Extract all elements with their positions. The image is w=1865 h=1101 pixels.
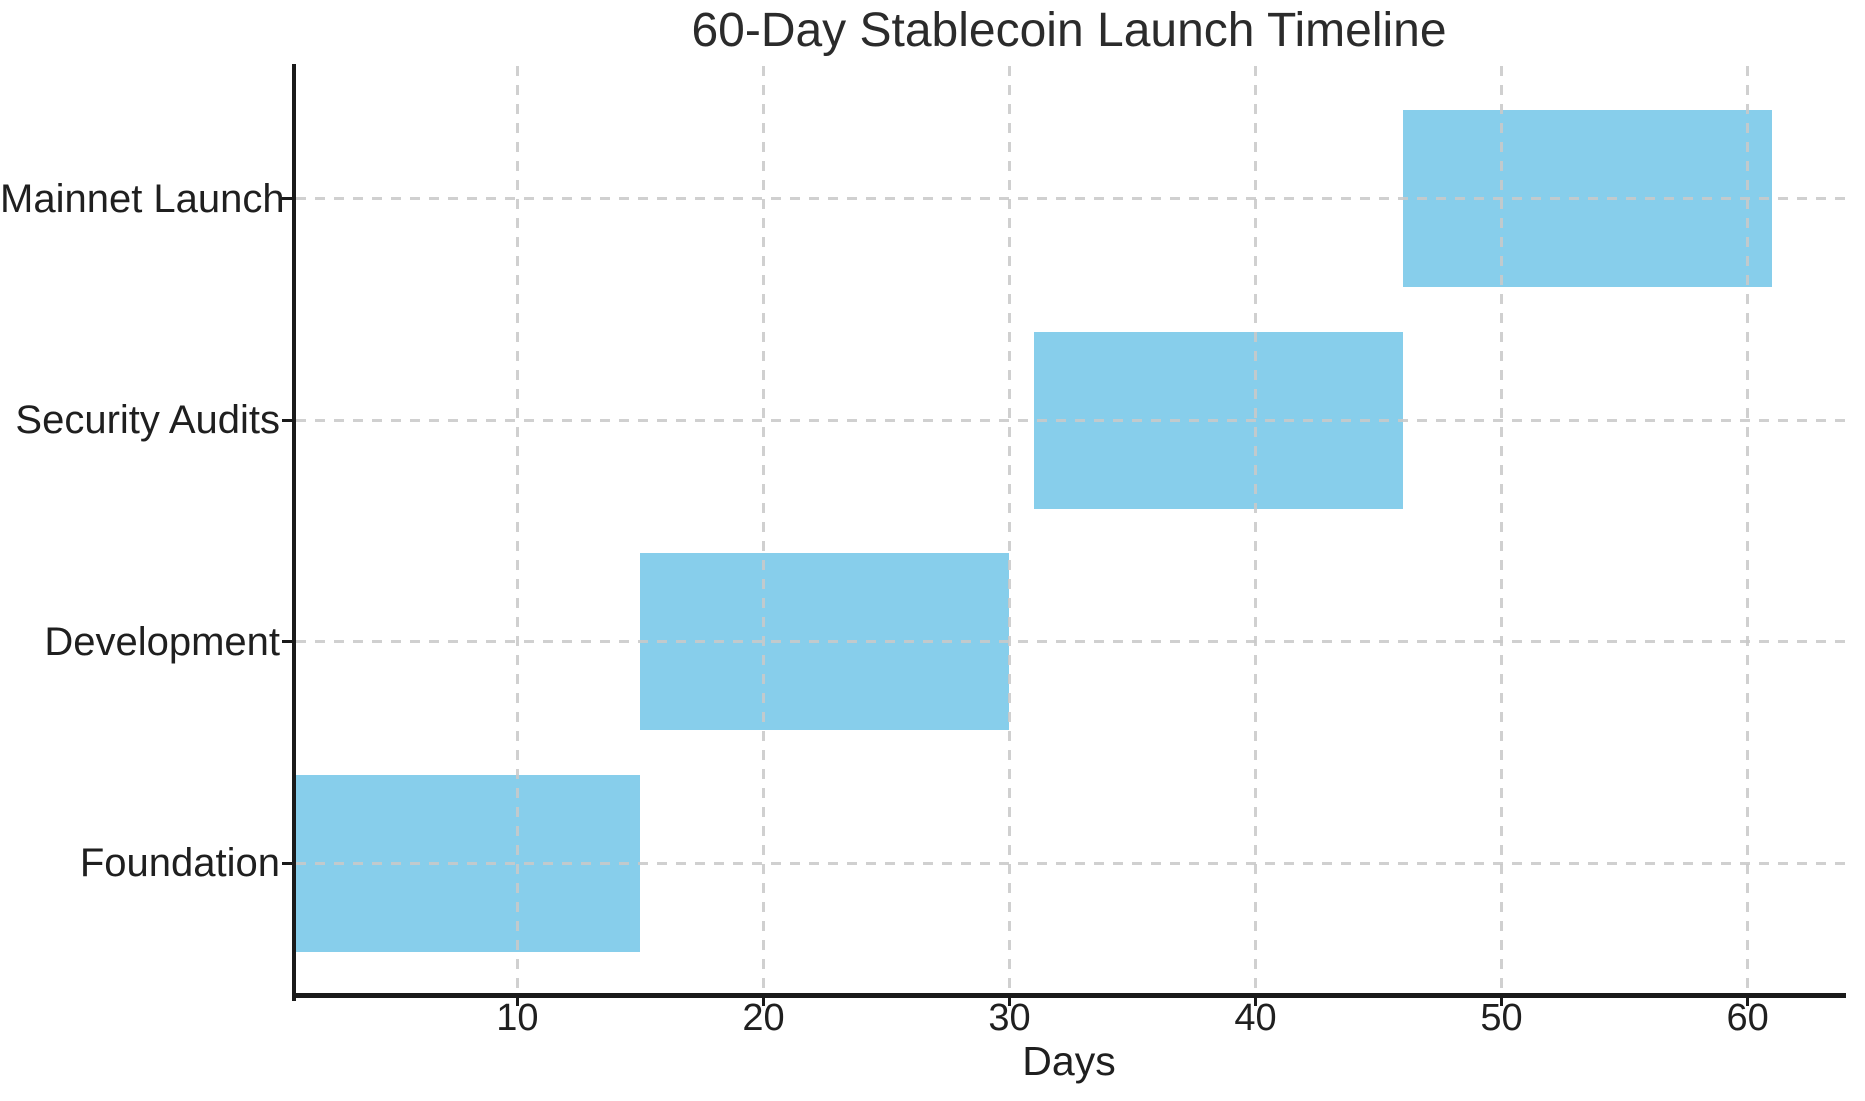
x-tick-10 — [515, 998, 519, 1006]
x-gridline-10 — [515, 66, 519, 996]
x-tick-50 — [1500, 998, 1504, 1006]
x-tick-label-30: 30 — [988, 997, 1031, 1039]
x-tick-20 — [761, 998, 765, 1006]
x-gridline-20 — [761, 66, 765, 996]
y-gridline-foundation — [296, 861, 1846, 865]
y-tick-mainnet-launch — [282, 197, 292, 201]
x-tick-30 — [1007, 998, 1011, 1006]
y-gridline-security-audits — [296, 418, 1846, 422]
x-tick-label-60: 60 — [1726, 997, 1769, 1039]
y-tick-development — [282, 640, 292, 644]
y-axis-spine — [292, 64, 296, 1001]
y-tick-label-foundation: Foundation — [79, 841, 280, 886]
x-gridline-50 — [1500, 66, 1504, 996]
y-tick-label-security-audits: Security Audits — [15, 398, 280, 443]
y-tick-security-audits — [282, 418, 292, 422]
y-gridline-mainnet-launch — [296, 197, 1846, 201]
y-tick-label-mainnet-launch: Mainnet Launch — [0, 176, 285, 221]
x-tick-60 — [1746, 998, 1750, 1006]
x-gridline-40 — [1254, 66, 1258, 996]
chart-title: 60-Day Stablecoin Launch Timeline — [691, 4, 1447, 57]
y-tick-foundation — [282, 861, 292, 865]
x-tick-label-20: 20 — [742, 997, 785, 1039]
x-axis-spine — [292, 993, 1846, 998]
x-axis-title: Days — [1022, 1038, 1116, 1084]
x-gridline-30 — [1007, 66, 1011, 996]
x-gridline-60 — [1746, 66, 1750, 996]
x-tick-label-40: 40 — [1234, 997, 1277, 1039]
x-tick-label-10: 10 — [496, 997, 539, 1039]
y-tick-label-development: Development — [44, 619, 280, 664]
x-tick-40 — [1254, 998, 1258, 1006]
y-gridline-development — [296, 640, 1846, 644]
x-tick-label-50: 50 — [1480, 997, 1523, 1039]
